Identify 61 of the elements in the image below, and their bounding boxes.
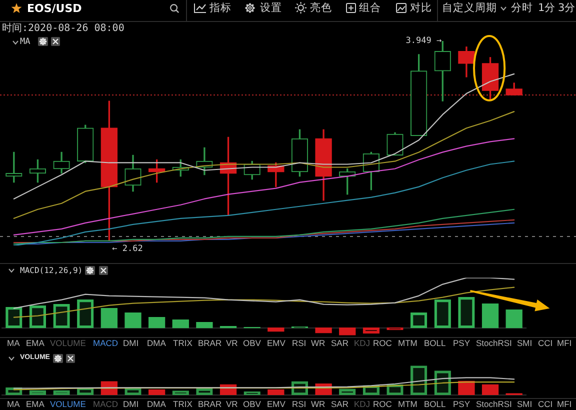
- text: 3分: [558, 2, 576, 14]
- text: BOLL: [424, 338, 446, 349]
- text: MACD: [93, 338, 118, 349]
- text: BOLL: [424, 399, 446, 410]
- text: VOLUME: [50, 399, 86, 410]
- annotation: 3.949 →: [406, 36, 442, 46]
- text: MA: [7, 338, 20, 349]
- text: EMV: [267, 399, 286, 410]
- text: ROC: [373, 399, 392, 410]
- text: OBV: [243, 338, 261, 349]
- text: KDJ: [354, 338, 370, 349]
- text: MACD: [93, 399, 118, 410]
- text: TRIX: [173, 338, 192, 349]
- text: DMA: [147, 399, 166, 410]
- text: SMI: [517, 338, 532, 349]
- text: BRAR: [198, 338, 222, 349]
- text: VR: [226, 338, 238, 349]
- text: EMV: [267, 338, 286, 349]
- text: 对比: [410, 2, 432, 14]
- text: KDJ: [354, 399, 370, 410]
- text: StochRSI: [476, 399, 512, 410]
- text: VOLUME: [50, 338, 86, 349]
- text: EMA: [26, 338, 44, 349]
- text: CCI: [538, 399, 553, 410]
- text: MTM: [398, 338, 418, 349]
- text: DMI: [123, 338, 139, 349]
- text: SMI: [517, 399, 532, 410]
- text: MTM: [398, 399, 418, 410]
- text: ← 2.62: [112, 244, 143, 254]
- text: SAR: [331, 338, 348, 349]
- text: DMA: [147, 338, 166, 349]
- chart-subtitle: 时间:2020-08-26 08:00: [2, 23, 124, 35]
- text: PSY: [453, 338, 470, 349]
- text: 亮色: [310, 2, 332, 14]
- text: OBV: [243, 399, 261, 410]
- text: TRIX: [173, 399, 192, 410]
- text: 指标: [210, 2, 232, 14]
- text: StochRSI: [476, 338, 512, 349]
- text: SAR: [331, 399, 348, 410]
- text: 1分: [538, 2, 556, 14]
- text: RSI: [292, 399, 306, 410]
- text: WR: [311, 338, 326, 349]
- text: WR: [311, 399, 326, 410]
- text: 自定义周期: [442, 2, 497, 14]
- text: MFI: [557, 399, 572, 410]
- text: CCI: [538, 338, 553, 349]
- chart-title: MACD(12,26,9): [20, 265, 83, 276]
- annotation: MA: [20, 36, 30, 48]
- text: DMI: [123, 399, 139, 410]
- text: BRAR: [198, 399, 222, 410]
- text: EMA: [26, 399, 44, 410]
- text: 分时: [511, 2, 533, 14]
- text: MFI: [557, 338, 572, 349]
- chart-title: EOS/USD: [27, 2, 82, 14]
- text: 设置: [260, 2, 282, 14]
- text: ROC: [373, 338, 392, 349]
- text: PSY: [453, 399, 470, 410]
- text: 组合: [359, 2, 381, 14]
- text: MA: [7, 399, 20, 410]
- text: RSI: [292, 338, 306, 349]
- text: VR: [226, 399, 238, 410]
